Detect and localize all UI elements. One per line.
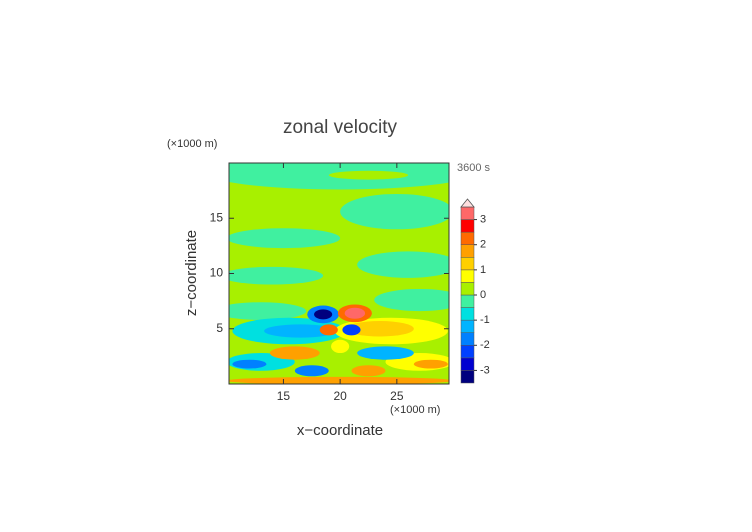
contour-region	[294, 365, 329, 377]
colorbar-band	[460, 231, 475, 245]
contour-region	[413, 359, 448, 369]
colorbar-band	[460, 307, 475, 321]
contour-region	[357, 346, 414, 360]
contour-region	[344, 307, 366, 319]
contour-region	[319, 324, 338, 336]
contour-region	[229, 266, 324, 285]
colorbar-band	[460, 332, 475, 346]
x-axis-label: x−coordinate	[297, 422, 383, 439]
x-tick-label: 20	[333, 389, 347, 403]
contour-region	[232, 359, 267, 369]
contour-region	[229, 163, 449, 190]
x-unit: (×1000 m)	[390, 404, 440, 416]
colorbar-band	[460, 294, 475, 308]
contour-region	[345, 321, 414, 337]
colorbar-band	[460, 345, 475, 359]
contour-field	[229, 163, 449, 384]
contour-region	[229, 228, 341, 249]
colorbar-tick-label: -3	[480, 364, 490, 376]
colorbar-band	[460, 244, 475, 258]
contour-region	[357, 251, 449, 278]
colorbar-tick-label: 1	[480, 264, 486, 276]
y-tick-label: 5	[216, 321, 223, 335]
chart-title: zonal velocity	[283, 117, 398, 138]
contour-region	[374, 288, 449, 312]
time-label: 3600 s	[457, 162, 491, 174]
y-tick-label: 10	[210, 266, 224, 280]
x-tick-label: 25	[390, 389, 404, 403]
colorbar-tick-label: 3	[480, 213, 486, 225]
y-unit: (×1000 m)	[167, 138, 217, 150]
y-tick-label: 15	[210, 210, 224, 224]
x-tick-label: 15	[277, 389, 291, 403]
contour-region	[342, 324, 361, 336]
colorbar-overflow	[460, 198, 475, 208]
contour-region	[229, 302, 307, 320]
contour-region	[229, 376, 449, 384]
contour-region	[328, 170, 409, 180]
contour-region	[340, 193, 449, 230]
colorbar-band	[460, 269, 475, 283]
colorbar-tick-label: 2	[480, 239, 486, 251]
colorbar-band	[460, 357, 475, 371]
contour-region	[264, 324, 337, 338]
colorbar-band	[460, 257, 475, 271]
colorbar-band	[460, 206, 475, 220]
contour-region	[314, 309, 333, 320]
colorbar-tick-label: -1	[480, 314, 490, 326]
colorbar-band	[460, 282, 475, 296]
colorbar-band	[460, 319, 475, 333]
contour-region	[351, 365, 386, 377]
colorbar-band	[460, 370, 475, 384]
contour-region	[331, 339, 350, 354]
colorbar-band	[460, 219, 475, 233]
y-axis-label: z−coordinate	[183, 230, 200, 316]
colorbar-tick-label: -2	[480, 339, 490, 351]
colorbar-tick-label: 0	[480, 289, 486, 301]
contour-region	[269, 346, 320, 360]
